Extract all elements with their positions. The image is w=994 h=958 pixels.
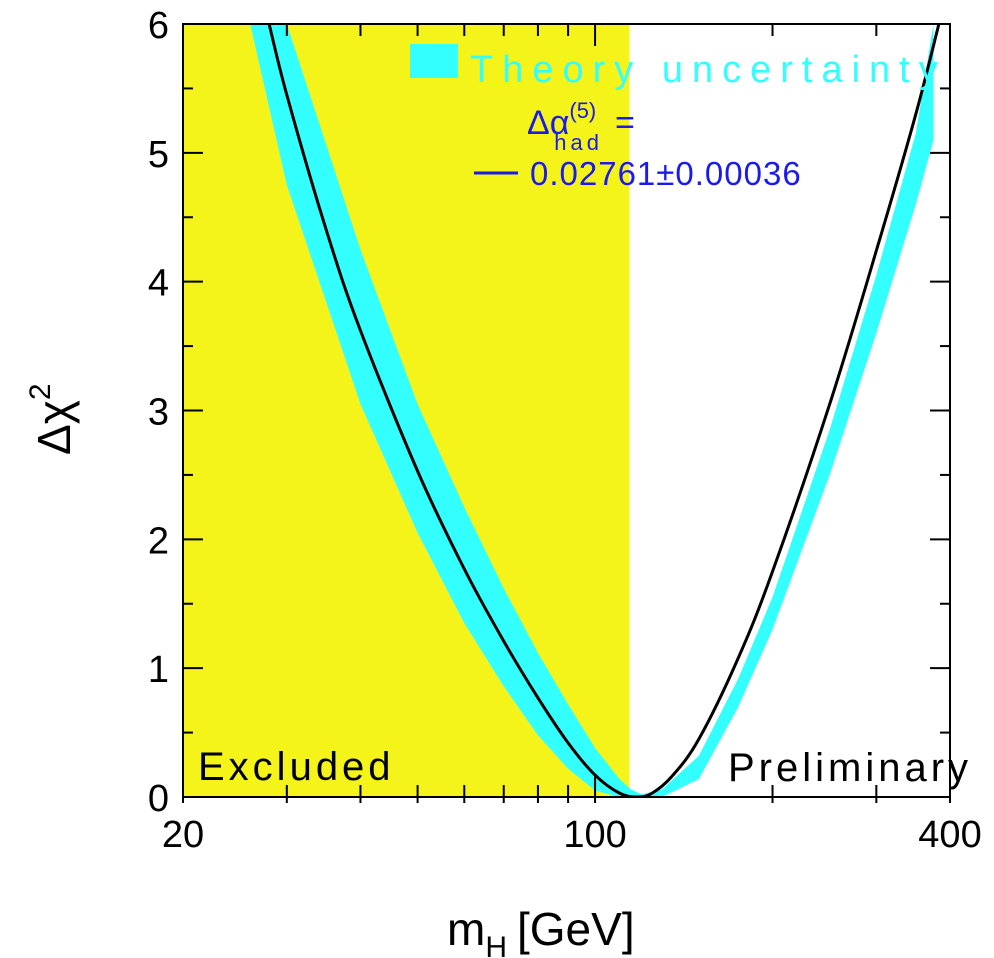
y-axis-main: Δχ — [28, 400, 80, 455]
legend-band-swatch — [410, 44, 458, 78]
chi2-curve — [267, 24, 941, 797]
x-axis-sub: H — [485, 931, 507, 958]
y-tick-label: 2 — [148, 520, 169, 562]
x-tick-label: 100 — [563, 814, 626, 856]
x-axis-unit: [GeV] — [517, 903, 635, 955]
y-tick-label: 6 — [148, 5, 169, 47]
excluded-label: Excluded — [198, 745, 395, 789]
legend-alpha-label: Δα(5) had = — [527, 98, 635, 155]
preliminary-label: Preliminary — [728, 746, 972, 790]
x-axis-title: mH [GeV] — [447, 903, 635, 958]
theory-uncertainty-band — [250, 24, 934, 797]
legend-alpha-main: Δα — [527, 104, 569, 142]
tick-labels: 0 1 2 3 4 5 6 20 100 400 — [148, 5, 982, 856]
axis-ticks — [182, 23, 951, 803]
legend-alpha-sup: (5) — [569, 98, 596, 123]
y-tick-label: 3 — [148, 392, 169, 434]
legend-alpha-eq: = — [615, 104, 635, 142]
y-axis-sup: 2 — [24, 383, 57, 400]
y-tick-label: 0 — [148, 778, 169, 820]
y-tick-label: 1 — [148, 649, 169, 691]
legend-alpha-value: 0.02761±0.00036 — [530, 155, 802, 192]
y-axis-title: Δχ2 — [24, 383, 80, 455]
y-tick-label: 5 — [148, 134, 169, 176]
x-tick-label: 400 — [918, 814, 981, 856]
legend-band-label: Theory uncertainty — [470, 49, 947, 91]
x-tick-label: 20 — [162, 814, 204, 856]
x-axis-main: m — [447, 903, 485, 955]
y-tick-label: 4 — [148, 263, 169, 305]
legend-alpha-sub: had — [554, 130, 603, 155]
